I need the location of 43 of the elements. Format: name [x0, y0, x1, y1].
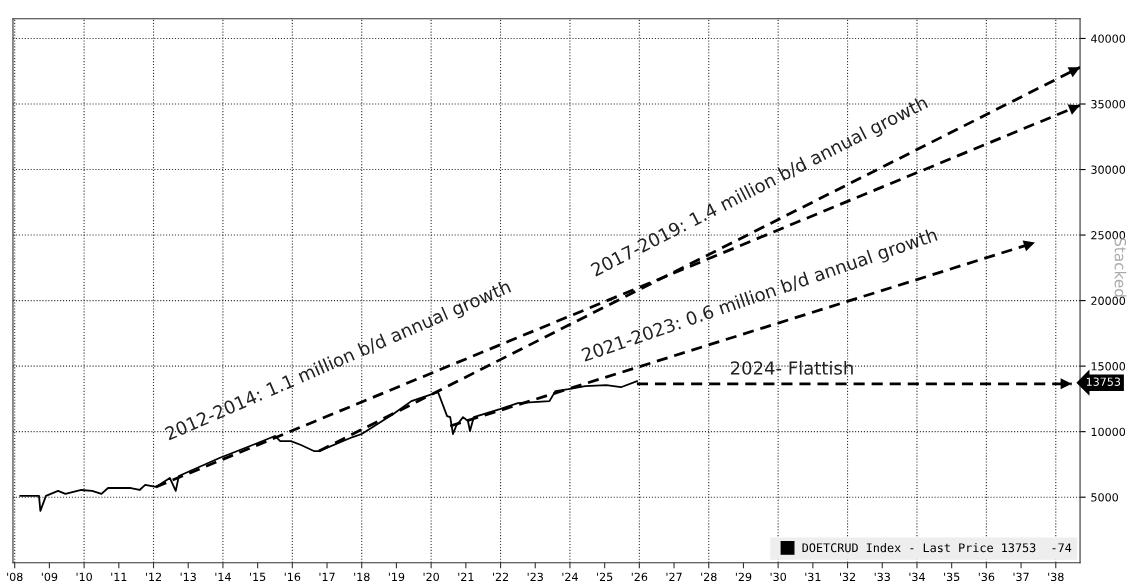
- annotation: 2024- Flattish: [730, 360, 853, 375]
- x-tick-label: '19: [388, 572, 405, 582]
- y-tick-label: 30000: [1091, 165, 1126, 174]
- x-tick-label: '25: [597, 572, 613, 582]
- x-tick-label: '35: [944, 572, 960, 582]
- x-tick-label: '16: [284, 572, 301, 582]
- x-tick-label: '34: [909, 572, 925, 582]
- x-tick-label: '29: [735, 572, 752, 582]
- x-tick-label: '33: [874, 572, 890, 582]
- x-tick-label: '14: [215, 572, 231, 581]
- y-tick-label: 20000: [1091, 296, 1126, 305]
- x-tick-label: '08: [7, 572, 23, 582]
- x-tick-label: '22: [493, 572, 509, 581]
- x-tick-label: '27: [666, 572, 682, 581]
- x-tick-label: '09: [41, 572, 58, 582]
- legend-label: DOETCRUD Index - Last Price 13753 -74: [802, 543, 1072, 553]
- x-tick-label: '23: [527, 572, 543, 582]
- x-tick-label: '18: [354, 572, 370, 582]
- x-tick-label: '32: [840, 572, 856, 582]
- x-tick-label: '12: [145, 572, 161, 581]
- y-tick-label: 15000: [1091, 362, 1126, 371]
- x-tick-label: '38: [1048, 572, 1064, 582]
- text: Stacked: [1114, 238, 1127, 297]
- x-tick-label: '10: [76, 572, 92, 582]
- text: 13753: [1086, 377, 1121, 386]
- x-tick-label: '11: [111, 572, 127, 581]
- y-tick-label: 5000: [1091, 493, 1119, 502]
- y-tick-label: 40000: [1091, 34, 1126, 43]
- x-tick-label: '36: [978, 572, 995, 582]
- x-tick-label: '17: [319, 572, 335, 581]
- x-tick-label: '20: [423, 572, 439, 582]
- x-tick-label: '15: [250, 572, 266, 582]
- y-tick-label: 35000: [1091, 99, 1126, 109]
- x-tick-label: '13: [180, 572, 196, 582]
- x-tick-label: '26: [631, 572, 648, 582]
- x-tick-label: '37: [1013, 572, 1029, 582]
- x-tick-label: '21: [458, 572, 474, 581]
- x-tick-label: '31: [805, 572, 821, 582]
- x-tick-label: '28: [701, 572, 717, 582]
- x-tick-label: '30: [770, 572, 787, 582]
- y-tick-label: 25000: [1091, 231, 1126, 240]
- y-tick-label: 10000: [1091, 427, 1126, 437]
- x-tick-label: '24: [562, 572, 578, 581]
